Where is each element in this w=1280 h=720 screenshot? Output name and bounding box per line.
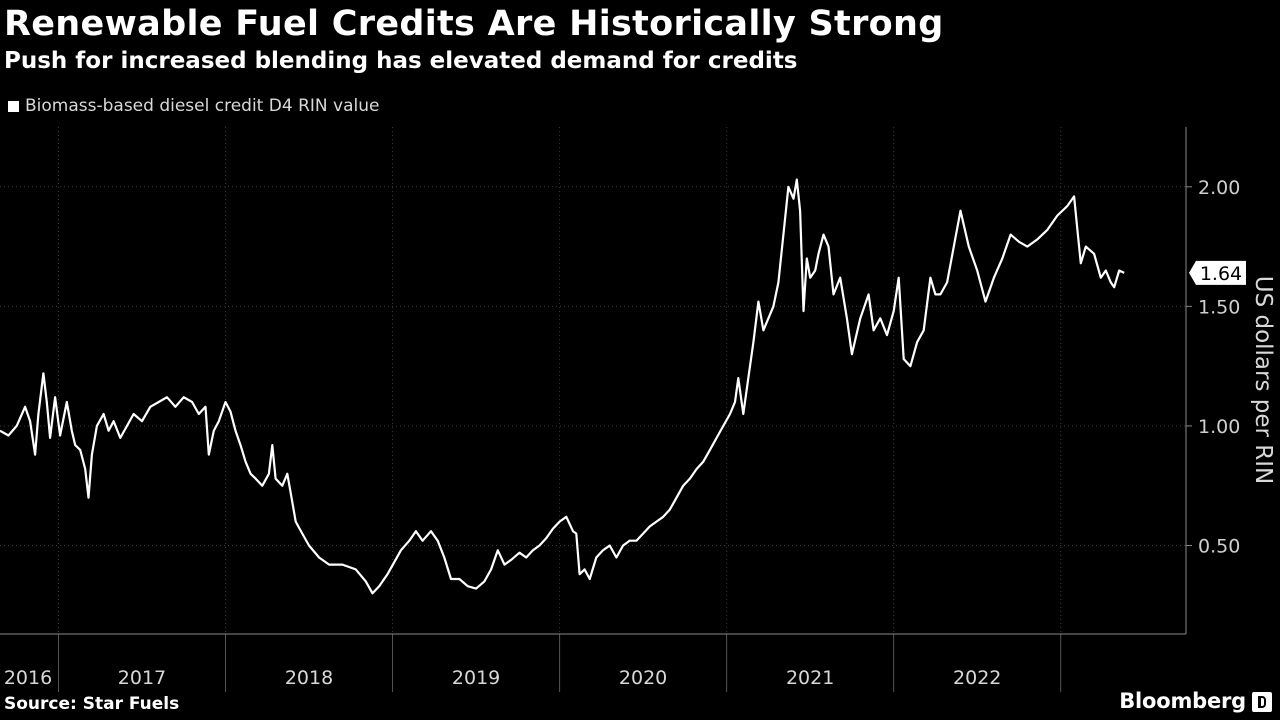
x-tick-label: 2021: [786, 667, 834, 689]
last-value-badge: [1189, 260, 1246, 285]
last-value-label: 1.64: [1200, 263, 1242, 285]
chart-subtitle: Push for increased blending has elevated…: [4, 48, 798, 74]
y-tick-label: 2.00: [1198, 177, 1240, 199]
source-note: Source: Star Fuels: [4, 694, 180, 714]
legend: Biomass-based diesel credit D4 RIN value: [8, 96, 379, 116]
x-tick-label: 2017: [118, 667, 166, 689]
x-tick-label: 2022: [953, 667, 1001, 689]
y-tick-label: 1.50: [1198, 296, 1240, 318]
x-tick-label: 2019: [452, 667, 500, 689]
legend-swatch: [8, 100, 19, 112]
x-tick-label: 2018: [285, 667, 333, 689]
y-tick-label: 1.00: [1198, 416, 1240, 438]
legend-label: Biomass-based diesel credit D4 RIN value: [25, 96, 380, 116]
y-axis-title: US dollars per RIN: [1250, 276, 1276, 485]
series-line: [0, 178, 1125, 595]
chart-title: Renewable Fuel Credits Are Historically …: [4, 4, 944, 44]
brand-logo-text: Bloomberg: [1119, 689, 1246, 713]
x-tick-label: 2016: [4, 667, 52, 689]
y-tick-label: 0.50: [1198, 536, 1240, 558]
x-tick-label: 2020: [619, 667, 667, 689]
bloomberg-logo-icon: [1252, 692, 1272, 712]
